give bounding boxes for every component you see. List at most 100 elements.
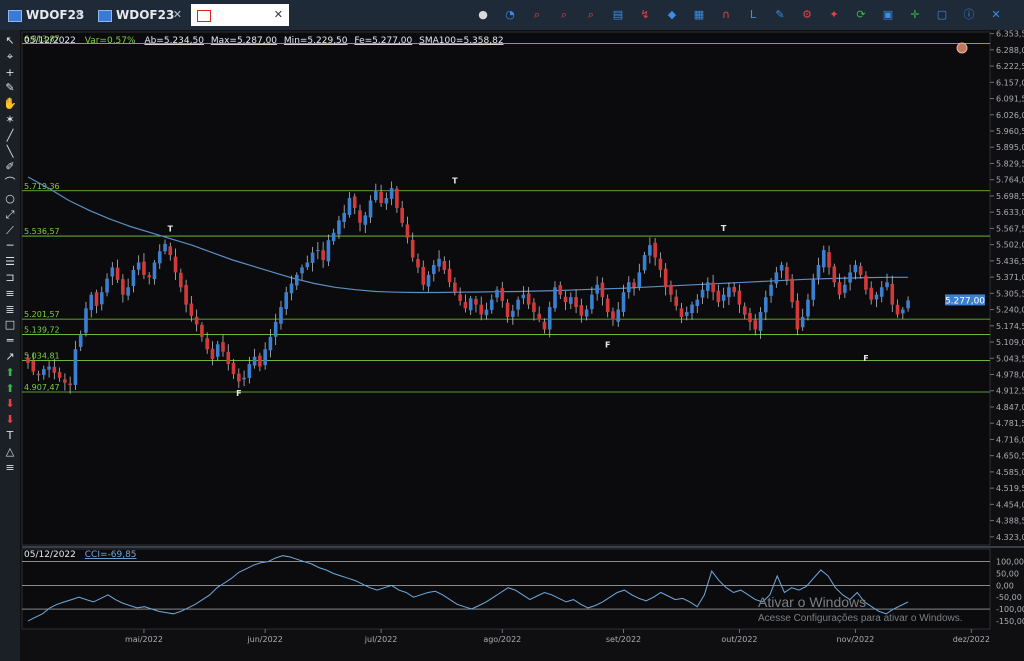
alert-icon[interactable]: ✦ bbox=[829, 8, 839, 21]
candle[interactable] bbox=[542, 321, 547, 330]
candle[interactable] bbox=[221, 342, 225, 352]
candle[interactable] bbox=[89, 294, 94, 310]
drawing-icon[interactable]: ◆ bbox=[667, 8, 677, 21]
candle[interactable] bbox=[553, 287, 557, 309]
candle[interactable] bbox=[869, 287, 873, 300]
oscillator-pane[interactable] bbox=[21, 548, 991, 630]
candle[interactable] bbox=[563, 296, 568, 303]
brush-icon[interactable]: ✐ bbox=[5, 160, 15, 174]
candle[interactable] bbox=[595, 284, 599, 294]
candle[interactable] bbox=[126, 287, 130, 296]
candle[interactable] bbox=[732, 286, 736, 293]
candle[interactable] bbox=[99, 292, 104, 305]
candle[interactable] bbox=[605, 298, 610, 313]
candle[interactable] bbox=[210, 348, 215, 360]
arrow-icon[interactable]: ↗ bbox=[5, 350, 15, 363]
candle[interactable] bbox=[800, 317, 805, 328]
candle[interactable] bbox=[737, 290, 742, 305]
candle[interactable] bbox=[337, 220, 341, 235]
candle[interactable] bbox=[690, 304, 694, 314]
candle[interactable] bbox=[73, 349, 78, 385]
candle[interactable] bbox=[806, 299, 810, 317]
candle[interactable] bbox=[874, 294, 879, 300]
crosshair-icon[interactable]: ✛ bbox=[910, 8, 920, 21]
candle[interactable] bbox=[885, 282, 889, 288]
candle[interactable] bbox=[52, 366, 57, 373]
info-icon[interactable]: ⓘ bbox=[963, 8, 975, 21]
candle[interactable] bbox=[526, 293, 531, 305]
candle[interactable] bbox=[258, 355, 262, 367]
candle[interactable] bbox=[279, 307, 283, 324]
candle[interactable] bbox=[205, 338, 209, 350]
candle[interactable] bbox=[421, 266, 426, 285]
candle[interactable] bbox=[821, 250, 826, 268]
equal-icon[interactable]: ≣ bbox=[5, 302, 15, 316]
lines-icon[interactable]: ═ bbox=[6, 334, 14, 348]
candle[interactable] bbox=[305, 262, 310, 268]
candle[interactable] bbox=[790, 278, 794, 303]
price-axis[interactable]: 6.353,50 6.288,00 6.222,50 6.157,00 6.091,50… bbox=[990, 30, 1024, 542]
candle[interactable] bbox=[374, 190, 378, 201]
indicator-icon[interactable]: ↯ bbox=[640, 8, 650, 21]
candle[interactable] bbox=[843, 284, 847, 293]
candle[interactable] bbox=[684, 312, 689, 316]
channel-icon[interactable]: ☰ bbox=[5, 255, 15, 269]
candle[interactable] bbox=[637, 272, 642, 288]
plus-icon[interactable]: + bbox=[5, 65, 15, 79]
window-icon[interactable]: ▢ bbox=[936, 8, 948, 21]
candle[interactable] bbox=[321, 250, 325, 260]
candle[interactable] bbox=[447, 268, 452, 283]
candle[interactable] bbox=[463, 301, 468, 309]
candle[interactable] bbox=[316, 250, 320, 252]
candle[interactable] bbox=[711, 282, 715, 293]
candle[interactable] bbox=[194, 316, 199, 325]
candle[interactable] bbox=[658, 258, 663, 270]
candle[interactable] bbox=[721, 294, 726, 301]
candle[interactable] bbox=[616, 309, 621, 322]
candle[interactable] bbox=[695, 299, 700, 307]
candle[interactable] bbox=[764, 297, 768, 313]
candle[interactable] bbox=[648, 245, 652, 256]
candle[interactable] bbox=[579, 305, 584, 316]
clock-icon[interactable]: ◔ bbox=[505, 8, 515, 21]
candle[interactable] bbox=[584, 309, 589, 317]
crosshair-icon[interactable]: ⌖ bbox=[6, 49, 14, 63]
candle[interactable] bbox=[753, 320, 758, 330]
candle[interactable] bbox=[358, 210, 362, 223]
candle[interactable] bbox=[405, 224, 410, 238]
candle[interactable] bbox=[832, 266, 837, 283]
candle[interactable] bbox=[816, 264, 821, 278]
candle[interactable] bbox=[200, 324, 204, 337]
candle[interactable] bbox=[242, 377, 246, 380]
candle[interactable] bbox=[168, 246, 173, 256]
candle[interactable] bbox=[110, 267, 115, 277]
candle[interactable] bbox=[142, 261, 146, 275]
tab-wdof23-30[interactable]: WDOF23 : 30 ✕ bbox=[92, 4, 188, 44]
line-icon[interactable]: ╱ bbox=[6, 128, 14, 142]
candle[interactable] bbox=[268, 336, 273, 351]
zoom-in-icon[interactable]: ⌕ bbox=[533, 8, 541, 21]
candle[interactable] bbox=[84, 308, 88, 333]
candle[interactable] bbox=[505, 302, 510, 317]
pencil-icon[interactable]: ✎ bbox=[5, 81, 15, 95]
tools-icon[interactable]: ✎ bbox=[775, 8, 785, 21]
candle[interactable] bbox=[500, 288, 505, 301]
candle[interactable] bbox=[416, 259, 420, 268]
candle[interactable] bbox=[901, 309, 905, 314]
arc-icon[interactable]: ⌒ bbox=[4, 176, 16, 190]
candle[interactable] bbox=[727, 287, 731, 298]
candle[interactable] bbox=[57, 372, 62, 378]
candle[interactable] bbox=[774, 272, 779, 284]
candle[interactable] bbox=[858, 266, 863, 275]
fib-icon[interactable]: ≡ bbox=[5, 286, 15, 300]
candle[interactable] bbox=[742, 306, 747, 315]
candle[interactable] bbox=[163, 243, 167, 252]
candle[interactable] bbox=[247, 364, 252, 378]
tab-active[interactable]: ✕ bbox=[191, 4, 289, 26]
candle[interactable] bbox=[895, 304, 900, 315]
candle[interactable] bbox=[284, 292, 289, 309]
candle[interactable] bbox=[384, 198, 389, 204]
settings-icon[interactable]: ⚙ bbox=[802, 8, 812, 21]
candle[interactable] bbox=[864, 275, 868, 290]
candle[interactable] bbox=[547, 307, 552, 330]
